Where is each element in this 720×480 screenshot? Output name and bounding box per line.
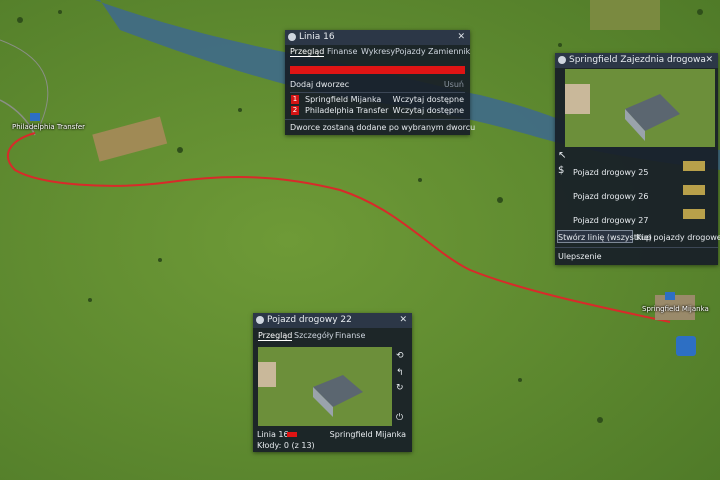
- tab[interactable]: Finanse: [335, 331, 366, 340]
- line-color: [287, 432, 297, 437]
- truck-icon: [683, 209, 705, 219]
- close-button[interactable]: ✕: [705, 55, 713, 65]
- button[interactable]: Stwórz linię (wszystkie): [557, 230, 652, 243]
- station-status[interactable]: Wczytaj dostępne: [392, 95, 464, 104]
- truck-icon: [683, 161, 705, 171]
- map-label[interactable]: Philadelphia Transfer: [12, 123, 86, 131]
- title-bar: Springfield Zajezdnia drogowa ✕: [555, 53, 718, 68]
- tab[interactable]: Finanse: [327, 47, 358, 56]
- upgrade-button[interactable]: Ulepszenie: [558, 252, 602, 261]
- station-label[interactable]: Springfield Mijanka: [329, 430, 406, 439]
- line-label[interactable]: Linia 16: [257, 430, 289, 439]
- close-button[interactable]: ✕: [399, 315, 407, 325]
- title-bar: Pojazd drogowy 22 ✕: [253, 313, 412, 328]
- depot-preview: [565, 69, 715, 147]
- tab[interactable]: Przegląd: [290, 47, 325, 57]
- window-title: Springfield Zajezdnia drogowa: [569, 55, 706, 65]
- button[interactable]: Kup pojazdy drogowe: [636, 233, 720, 242]
- station-name[interactable]: Springfield Mijanka: [305, 95, 382, 104]
- tab[interactable]: Przegląd: [258, 331, 293, 341]
- window-title: Linia 16: [299, 32, 335, 42]
- vehicle-item[interactable]: Pojazd drogowy 25: [573, 168, 649, 177]
- tab[interactable]: Szczegóły: [294, 331, 334, 340]
- tab[interactable]: Wykresy: [361, 47, 396, 56]
- window-title: Pojazd drogowy 22: [267, 315, 352, 325]
- station-status[interactable]: Wczytaj dostępne: [392, 106, 464, 115]
- hint: Dworce zostaną dodane po wybranym dworcu: [290, 123, 476, 132]
- icon[interactable]: ⟲: [396, 351, 404, 361]
- add-station[interactable]: Dodaj dworzec: [290, 80, 350, 89]
- icon[interactable]: ⏻: [396, 413, 404, 423]
- station-index: 2: [291, 106, 299, 115]
- vehicle-item[interactable]: Pojazd drogowy 26: [573, 192, 649, 201]
- tab[interactable]: Pojazdy: [395, 47, 426, 56]
- vehicle-window: Pojazd drogowy 22 ✕ Przegląd Szczegóły Fi…: [253, 313, 412, 452]
- depot-window: Springfield Zajezdnia drogowa ✕ ↖ $ Pojaz…: [555, 53, 720, 265]
- line-window: Linia 16 ✕ Przegląd Finanse Wykresy Pojaz…: [285, 30, 475, 135]
- cursor-icon: ↖: [558, 150, 567, 161]
- remove-button[interactable]: Usuń: [443, 80, 464, 89]
- vehicle-preview: [258, 347, 392, 426]
- money-icon: $: [558, 165, 565, 176]
- title-bar: Linia 16 ✕: [285, 30, 470, 45]
- line-color-bar[interactable]: [290, 66, 465, 74]
- tab[interactable]: Zamiennik: [428, 47, 471, 56]
- vehicle-item[interactable]: Pojazd drogowy 27: [573, 216, 649, 225]
- icon[interactable]: ↰: [396, 368, 404, 378]
- map-label[interactable]: Springfield Mijanka: [642, 305, 709, 313]
- icon[interactable]: ↻: [396, 383, 404, 393]
- station-name[interactable]: Philadelphia Transfer: [305, 106, 389, 115]
- truck-icon: [683, 185, 705, 195]
- cargo-label: Kłody: 0 (z 13): [257, 441, 315, 450]
- station-index: 1: [291, 95, 299, 104]
- close-button[interactable]: ✕: [457, 32, 465, 42]
